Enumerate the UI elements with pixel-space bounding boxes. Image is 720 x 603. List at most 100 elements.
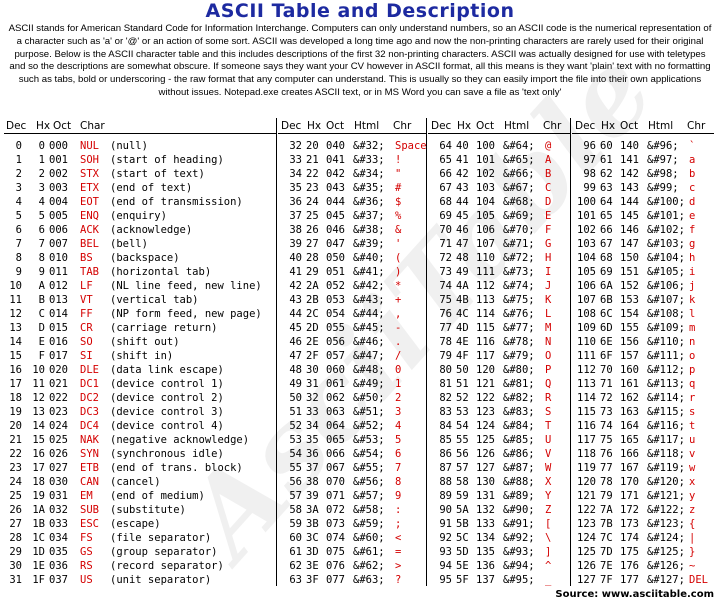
- dec-cell: 17: [9, 378, 22, 390]
- dec-cell: 62: [289, 560, 302, 572]
- hex-cell: 7F: [600, 574, 613, 586]
- hex-cell: 8: [38, 252, 45, 264]
- table-row: 84 54 124 &#84; T: [431, 419, 576, 433]
- hex-cell: 26: [306, 224, 319, 236]
- dec-cell: 3: [15, 182, 22, 194]
- table-row: 10 A 012 LF (NL line feed, new line): [0, 279, 276, 293]
- hex-cell: 42: [456, 168, 469, 180]
- html-cell: &#122;: [647, 504, 685, 516]
- table-row: 97 61 141 &#97; a: [575, 153, 720, 167]
- chr-cell: q: [689, 378, 696, 390]
- dec-cell: 116: [577, 420, 596, 432]
- table-row: 68 44 104 &#68; D: [431, 195, 576, 209]
- char-cell: SYN: [80, 448, 99, 460]
- chr-cell: m: [689, 322, 696, 334]
- html-cell: &#62;: [353, 560, 385, 572]
- dec-cell: 82: [439, 392, 452, 404]
- oct-cell: 032: [49, 504, 68, 516]
- table-row: 77 4D 115 &#77; M: [431, 321, 576, 335]
- table-row: 73 49 111 &#73; I: [431, 265, 576, 279]
- char-cell: SOH: [80, 154, 99, 166]
- html-cell: &#109;: [647, 322, 685, 334]
- chr-cell: u: [689, 434, 696, 446]
- header-underline: [278, 133, 426, 134]
- table-row: 102 66 146 &#102; f: [575, 223, 720, 237]
- hex-cell: 5E: [456, 560, 469, 572]
- dec-cell: 5: [15, 210, 22, 222]
- char-cell: DC4: [80, 420, 99, 432]
- dec-cell: 107: [577, 294, 596, 306]
- hex-cell: 77: [600, 462, 613, 474]
- dec-cell: 33: [289, 154, 302, 166]
- hex-cell: 0: [38, 140, 45, 152]
- oct-cell: 172: [620, 504, 639, 516]
- table-row: 71 47 107 &#71; G: [431, 237, 576, 251]
- column-divider: [276, 118, 277, 586]
- table-row: 46 2E 056 &#46;.: [281, 335, 426, 349]
- description-cell: (substitute): [110, 504, 186, 516]
- table-row: 92 5C 134 &#92; \: [431, 531, 576, 545]
- oct-cell: 170: [620, 476, 639, 488]
- html-cell: &#107;: [647, 294, 685, 306]
- html-cell: &#96;: [647, 140, 679, 152]
- table-row: 30 1E 036 RS (record separator): [0, 559, 276, 573]
- dec-cell: 70: [439, 224, 452, 236]
- hex-cell: 1: [38, 154, 45, 166]
- char-cell: SI: [80, 350, 93, 362]
- description-cell: (start of heading): [110, 154, 224, 166]
- table-row: 8 8 010 BS (backspace): [0, 251, 276, 265]
- dec-cell: 115: [577, 406, 596, 418]
- dec-cell: 15: [9, 350, 22, 362]
- table-row: 69 45 105 &#69; E: [431, 209, 576, 223]
- dec-cell: 63: [289, 574, 302, 586]
- oct-cell: 020: [49, 364, 68, 376]
- hex-cell: 75: [600, 434, 613, 446]
- chr-cell: <: [395, 532, 402, 544]
- chr-cell: k: [689, 294, 696, 306]
- chr-cell: Y: [545, 490, 552, 502]
- chr-cell: Space: [395, 140, 427, 152]
- hex-cell: 1F: [32, 574, 45, 586]
- char-cell: US: [80, 574, 93, 586]
- char-cell: EM: [80, 490, 93, 502]
- dec-cell: 2: [15, 168, 22, 180]
- chr-cell: d: [689, 196, 696, 208]
- hex-cell: C: [38, 308, 45, 320]
- hex-cell: 51: [456, 378, 469, 390]
- dec-cell: 35: [289, 182, 302, 194]
- html-cell: &#55;: [353, 462, 385, 474]
- html-cell: &#126;: [647, 560, 685, 572]
- table-row: 115 73 163 &#115; s: [575, 405, 720, 419]
- oct-cell: 111: [476, 266, 495, 278]
- dec-cell: 57: [289, 490, 302, 502]
- description-cell: (vertical tab): [110, 294, 199, 306]
- oct-cell: 026: [49, 448, 68, 460]
- hex-cell: 2: [38, 168, 45, 180]
- dec-cell: 83: [439, 406, 452, 418]
- table-row: 62 3E 076 &#62; >: [281, 559, 426, 573]
- dec-cell: 89: [439, 490, 452, 502]
- dec-cell: 94: [439, 560, 452, 572]
- table-row: 15 F 017 SI (shift in): [0, 349, 276, 363]
- html-cell: &#98;: [647, 168, 679, 180]
- html-cell: &#101;: [647, 210, 685, 222]
- column-header: Dec: [575, 120, 596, 132]
- oct-cell: 051: [326, 266, 345, 278]
- dec-cell: 25: [9, 490, 22, 502]
- oct-cell: 056: [326, 336, 345, 348]
- oct-cell: 155: [620, 322, 639, 334]
- chr-cell: (: [395, 252, 402, 264]
- hex-cell: 61: [600, 154, 613, 166]
- oct-cell: 037: [49, 574, 68, 586]
- table-row: 0 0 000 NUL (null): [0, 139, 276, 153]
- dec-cell: 44: [289, 308, 302, 320]
- html-cell: &#110;: [647, 336, 685, 348]
- oct-cell: 046: [326, 224, 345, 236]
- hex-cell: 6: [38, 224, 45, 236]
- chr-cell: ;: [395, 518, 402, 530]
- table-row: 12 C 014 FF (NP form feed, new page): [0, 307, 276, 321]
- column-header: Hx: [457, 120, 472, 132]
- hex-cell: 72: [600, 392, 613, 404]
- oct-cell: 016: [49, 336, 68, 348]
- hex-cell: 11: [32, 378, 45, 390]
